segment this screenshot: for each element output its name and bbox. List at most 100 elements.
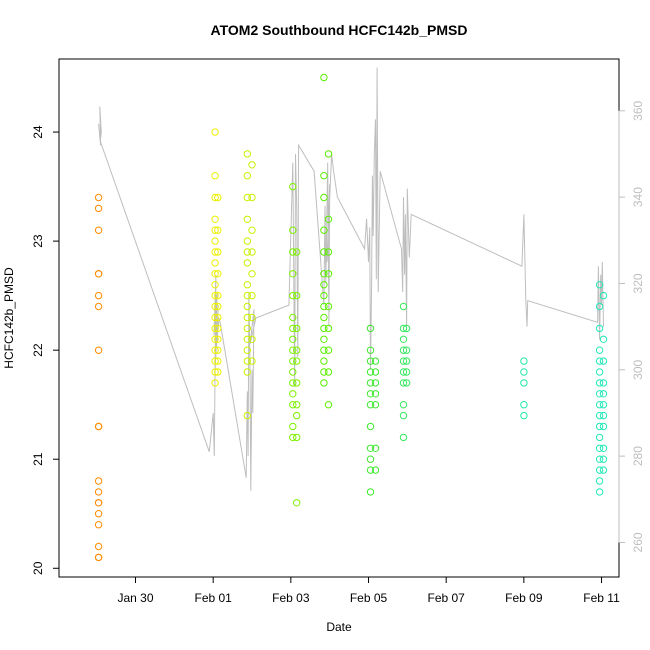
data-point: [243, 237, 252, 245]
data-point: [214, 270, 222, 278]
data-point: [211, 302, 219, 311]
data-point: [599, 357, 608, 365]
data-point: [399, 368, 408, 376]
data-point: [243, 368, 252, 376]
data-point: [243, 291, 252, 300]
data-point: [366, 455, 375, 463]
data-point: [214, 226, 222, 234]
data-point: [289, 226, 297, 234]
x-tick-label: Jan 30: [117, 591, 153, 605]
data-point: [289, 390, 297, 398]
data-point: [402, 346, 411, 354]
data-point: [293, 291, 301, 300]
data-point: [289, 335, 297, 343]
data-point: [320, 324, 328, 333]
series-5: [289, 182, 297, 442]
data-point: [214, 313, 222, 322]
data-point: [289, 357, 297, 365]
data-point: [595, 302, 604, 311]
data-point: [293, 401, 301, 409]
y-tick-label: 20: [31, 561, 45, 575]
data-point: [520, 357, 528, 365]
data-point: [371, 379, 380, 387]
series-7: [320, 73, 328, 387]
data-point: [366, 390, 375, 398]
data-point: [289, 270, 297, 278]
data-point: [324, 401, 333, 409]
data-point: [248, 226, 256, 234]
data-point: [248, 291, 256, 300]
data-point: [94, 510, 103, 518]
data-point: [595, 488, 604, 496]
data-point: [366, 346, 375, 354]
data-point: [599, 401, 608, 409]
data-point: [243, 193, 252, 202]
data-point: [371, 390, 380, 398]
data-point: [595, 368, 604, 376]
data-point: [366, 401, 375, 409]
y2-tick-label: 260: [631, 532, 645, 552]
data-point: [289, 182, 297, 191]
data-point: [211, 128, 219, 136]
y2-tick-label: 320: [631, 273, 645, 293]
y-tick-label: 23: [31, 234, 45, 248]
y-axis: 20 21 22 23 24: [31, 125, 59, 575]
data-point: [324, 270, 333, 278]
data-point: [366, 324, 375, 333]
series-10: [371, 357, 380, 474]
data-point: [243, 172, 252, 180]
y2-tick-label: 280: [631, 446, 645, 466]
data-point: [320, 291, 328, 300]
data-point: [289, 324, 297, 333]
data-point: [402, 379, 411, 387]
data-point: [214, 193, 222, 202]
data-point: [399, 379, 408, 387]
data-point: [320, 193, 328, 202]
data-point: [320, 281, 328, 289]
data-point: [599, 390, 608, 398]
data-point: [214, 357, 222, 365]
data-point: [599, 411, 608, 420]
data-point: [211, 368, 219, 376]
data-point: [94, 553, 103, 562]
data-point: [94, 542, 103, 551]
data-point: [289, 313, 297, 322]
data-point: [595, 411, 604, 420]
data-point: [520, 411, 528, 420]
y2-axis: 260 280 300 320 340 360: [618, 100, 645, 552]
series-6: [293, 248, 301, 507]
data-point: [94, 291, 103, 300]
y-tick-label: 21: [31, 452, 45, 466]
data-point: [248, 335, 256, 343]
data-point: [402, 368, 411, 376]
data-point: [289, 433, 297, 442]
data-point: [94, 270, 103, 278]
data-point: [366, 488, 375, 496]
data-point: [243, 411, 252, 420]
data-point: [243, 324, 252, 333]
data-point: [595, 466, 604, 474]
data-point: [211, 237, 219, 245]
x-axis-label: Date: [326, 620, 352, 634]
data-point: [248, 313, 256, 322]
data-point: [599, 466, 608, 474]
y-tick-label: 22: [31, 343, 45, 357]
data-point: [520, 401, 528, 409]
data-point: [94, 204, 103, 213]
data-point: [320, 270, 328, 278]
series-9: [366, 324, 375, 496]
data-point: [324, 215, 333, 224]
data-point: [211, 248, 219, 256]
data-point: [243, 302, 252, 311]
data-point: [599, 455, 608, 463]
series-4: [248, 161, 256, 365]
data-point: [320, 73, 328, 82]
data-point: [211, 346, 219, 354]
series-8: [324, 150, 333, 409]
data-point: [366, 466, 375, 474]
x-tick-label: Feb 07: [428, 591, 466, 605]
data-point: [595, 477, 604, 485]
data-point: [324, 150, 333, 158]
points-layer: [94, 73, 608, 562]
data-point: [399, 302, 408, 311]
